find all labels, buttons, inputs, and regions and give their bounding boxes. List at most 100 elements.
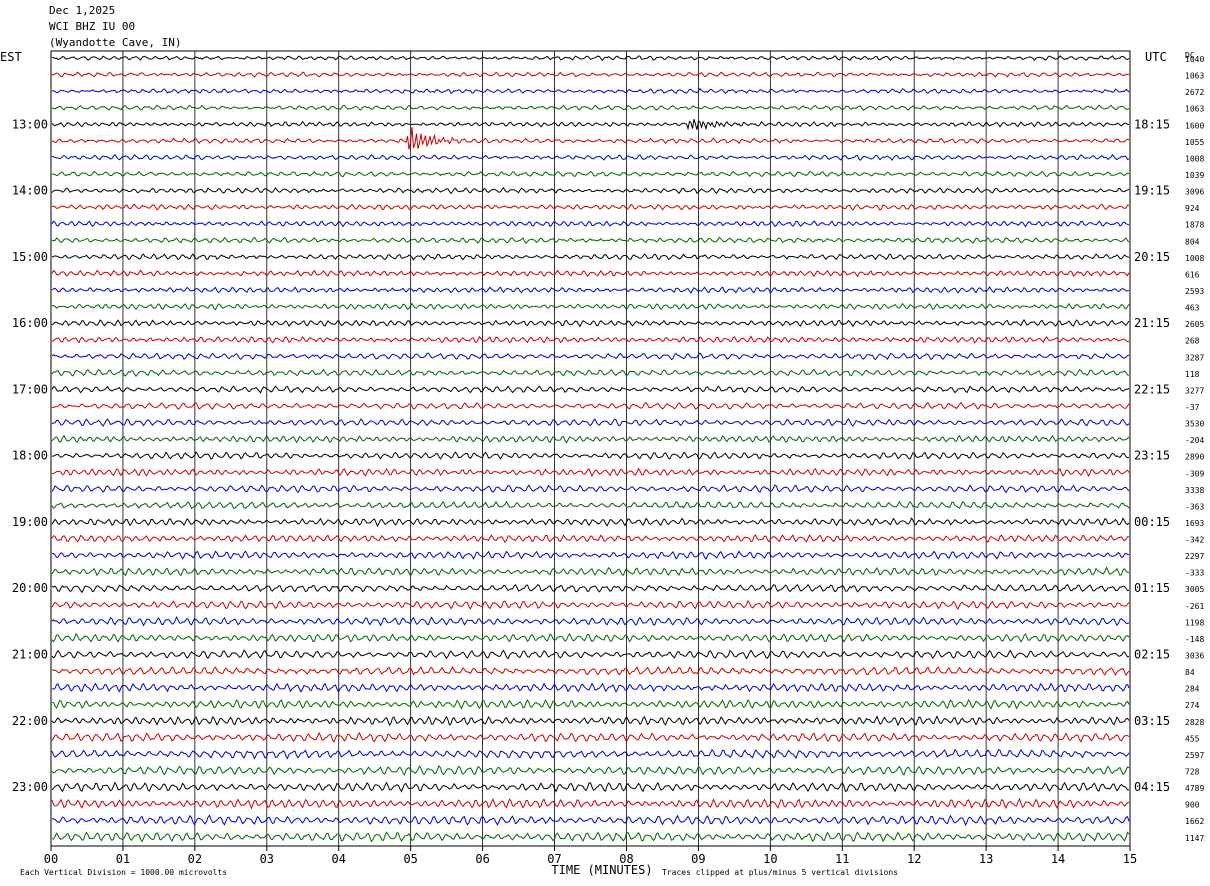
seismic-trace bbox=[51, 583, 1130, 594]
dc-offset-label: 3005 bbox=[1185, 585, 1204, 594]
dc-offset-label: -309 bbox=[1185, 469, 1204, 478]
dc-offset-label: 3036 bbox=[1185, 652, 1204, 661]
dc-offset-label: 2593 bbox=[1185, 287, 1204, 296]
header-location: (Wyandotte Cave, IN) bbox=[49, 36, 182, 49]
seismic-trace bbox=[51, 87, 1130, 95]
est-hour-label: 19:00 bbox=[12, 515, 48, 529]
dc-offset-label: 900 bbox=[1185, 801, 1200, 810]
seismic-trace bbox=[51, 649, 1130, 660]
dc-offset-label: 3277 bbox=[1185, 386, 1204, 395]
header-date: Dec 1,2025 bbox=[49, 4, 116, 17]
dc-offset-label: 455 bbox=[1185, 734, 1200, 743]
dc-offset-label: 3096 bbox=[1185, 188, 1204, 197]
est-hour-label: 20:00 bbox=[12, 581, 48, 595]
dc-offset-label: 3338 bbox=[1185, 486, 1204, 495]
x-tick-label: 04 bbox=[332, 852, 346, 866]
seismic-trace bbox=[51, 566, 1130, 577]
dc-offset-label: -261 bbox=[1185, 602, 1204, 611]
seismic-trace bbox=[51, 352, 1130, 361]
seismic-trace bbox=[51, 484, 1130, 494]
x-tick-label: 05 bbox=[403, 852, 417, 866]
dc-offset-label: -148 bbox=[1185, 635, 1204, 644]
utc-axis-label: UTC bbox=[1145, 50, 1167, 64]
x-tick-label: 07 bbox=[547, 852, 561, 866]
x-tick-label: 12 bbox=[907, 852, 921, 866]
dc-offset-label: -37 bbox=[1185, 403, 1200, 412]
dc-offset-label: 1039 bbox=[1185, 171, 1204, 180]
dc-offset-label: 3287 bbox=[1185, 353, 1204, 362]
est-hour-label: 22:00 bbox=[12, 714, 48, 728]
seismic-trace bbox=[51, 599, 1130, 610]
utc-hour-label: 00:15 bbox=[1134, 515, 1170, 529]
seismic-trace bbox=[51, 500, 1130, 510]
dc-offset-label: -342 bbox=[1185, 536, 1204, 545]
seismic-trace bbox=[51, 170, 1130, 178]
est-hour-label: 14:00 bbox=[12, 184, 48, 198]
dc-offset-label: 2605 bbox=[1185, 320, 1204, 329]
plot-frame bbox=[50, 50, 1131, 847]
seismic-trace bbox=[51, 385, 1130, 394]
seismic-trace bbox=[51, 253, 1130, 261]
seismic-trace bbox=[51, 401, 1130, 410]
dc-offset-label: 1008 bbox=[1185, 154, 1204, 163]
seismic-trace bbox=[51, 236, 1130, 244]
est-hour-label: 16:00 bbox=[12, 316, 48, 330]
dc-offset-label: 3530 bbox=[1185, 420, 1204, 429]
dc-offset-label: 616 bbox=[1185, 270, 1200, 279]
x-tick-label: 09 bbox=[691, 852, 705, 866]
seismic-trace bbox=[51, 318, 1130, 328]
x-tick-label: 00 bbox=[44, 852, 58, 866]
seismic-trace bbox=[51, 616, 1130, 627]
est-hour-label: 23:00 bbox=[12, 780, 48, 794]
seismic-trace bbox=[52, 451, 1130, 460]
x-tick-label: 14 bbox=[1051, 852, 1065, 866]
seismic-trace bbox=[51, 748, 1130, 760]
seismic-trace bbox=[51, 186, 1130, 195]
footer-scale-note: Each Vertical Division = 1000.00 microvo… bbox=[20, 868, 227, 877]
dc-offset-label: 84 bbox=[1185, 668, 1195, 677]
x-axis-title: TIME (MINUTES) bbox=[551, 863, 652, 877]
dc-offset-label: 2890 bbox=[1185, 453, 1204, 462]
est-axis-label: EST bbox=[0, 50, 22, 64]
dc-header-label: DC bbox=[1185, 51, 1195, 60]
utc-hour-label: 19:15 bbox=[1134, 184, 1170, 198]
utc-hour-label: 22:15 bbox=[1134, 382, 1170, 396]
seismic-trace bbox=[51, 55, 1130, 62]
utc-hour-label: 18:15 bbox=[1134, 117, 1170, 131]
dc-offset-label: 1878 bbox=[1185, 221, 1204, 230]
seismic-trace bbox=[52, 550, 1130, 560]
dc-offset-label: -363 bbox=[1185, 502, 1204, 511]
dc-offset-label: 274 bbox=[1185, 701, 1200, 710]
dc-offset-label: 1040 bbox=[1185, 55, 1204, 64]
x-tick-label: 11 bbox=[835, 852, 849, 866]
dc-offset-label: 268 bbox=[1185, 337, 1200, 346]
seismic-trace bbox=[51, 797, 1130, 810]
est-hour-label: 15:00 bbox=[12, 250, 48, 264]
utc-hour-label: 02:15 bbox=[1134, 648, 1170, 662]
dc-offset-label: 2597 bbox=[1185, 751, 1204, 760]
x-tick-label: 10 bbox=[763, 852, 777, 866]
seismic-trace bbox=[51, 467, 1130, 478]
seismic-trace bbox=[51, 127, 1130, 150]
dc-offset-label: 2672 bbox=[1185, 88, 1204, 97]
seismic-trace bbox=[51, 286, 1130, 294]
seismic-trace bbox=[51, 831, 1130, 843]
seismic-trace bbox=[51, 418, 1130, 427]
dc-offset-label: 1063 bbox=[1185, 105, 1204, 114]
seismic-trace bbox=[51, 104, 1130, 111]
est-hour-label: 21:00 bbox=[12, 648, 48, 662]
dc-offset-label: 924 bbox=[1185, 204, 1200, 213]
seismic-trace bbox=[51, 731, 1130, 743]
seismic-trace bbox=[51, 715, 1130, 727]
seismic-trace bbox=[51, 764, 1130, 776]
dc-offset-label: 284 bbox=[1185, 685, 1200, 694]
footer-clip-note: Traces clipped at plus/minus 5 vertical … bbox=[662, 868, 898, 877]
x-tick-label: 13 bbox=[979, 852, 993, 866]
seismic-trace bbox=[51, 119, 1130, 131]
seismic-trace bbox=[51, 534, 1130, 544]
seismic-trace bbox=[51, 153, 1130, 161]
x-tick-label: 06 bbox=[475, 852, 489, 866]
seismic-trace bbox=[51, 71, 1130, 78]
header-station: WCI BHZ IU 00 bbox=[49, 20, 136, 33]
